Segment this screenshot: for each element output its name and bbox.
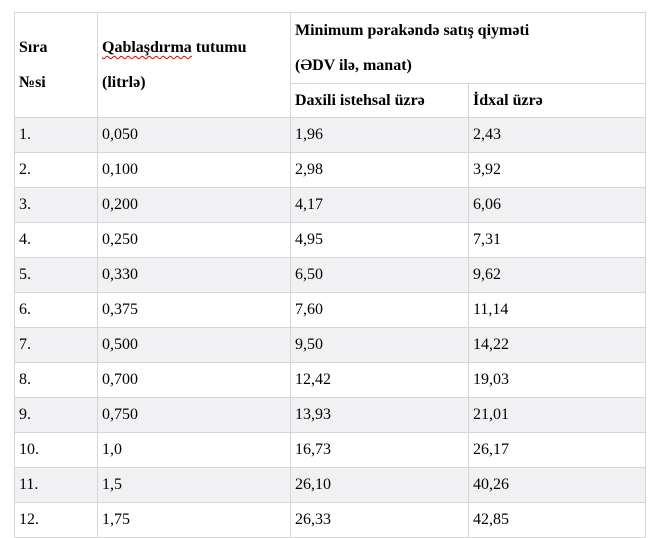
row-number-cell: 7.	[14, 327, 98, 363]
domestic-price-cell: 7,60	[290, 292, 469, 328]
table-row: 12. 1,75 26,33 42,85	[14, 502, 646, 538]
capacity-cell: 0,330	[97, 257, 291, 293]
table-row: 11. 1,5 26,10 40,26	[14, 467, 646, 503]
header-price-group-line2: (ƏDV ilə, manat)	[295, 57, 412, 74]
header-cell-domestic: Daxili istehsal üzrə	[290, 83, 469, 118]
domestic-price-cell: 6,50	[290, 257, 469, 293]
domestic-price-cell: 13,93	[290, 397, 469, 433]
header-cell-import: İdxal üzrə	[468, 83, 646, 118]
import-price-cell: 40,26	[468, 467, 646, 503]
table-row: 10. 1,0 16,73 26,17	[14, 432, 646, 468]
capacity-cell: 0,375	[97, 292, 291, 328]
import-price-cell: 26,17	[468, 432, 646, 468]
import-price-cell: 11,14	[468, 292, 646, 328]
header-row-number-line2: №si	[19, 74, 46, 91]
domestic-price-cell: 4,95	[290, 222, 469, 258]
table-row: 4. 0,250 4,95 7,31	[14, 222, 646, 258]
row-number-cell: 8.	[14, 362, 98, 398]
table-row: 6. 0,375 7,60 11,14	[14, 292, 646, 328]
import-price-cell: 6,06	[468, 187, 646, 223]
capacity-cell: 0,750	[97, 397, 291, 433]
capacity-cell: 0,500	[97, 327, 291, 363]
min-retail-price-table: Sıra №si Qablaşdırma tutumu (litrlə) Min…	[14, 12, 646, 538]
capacity-cell: 0,050	[97, 117, 291, 153]
import-price-cell: 42,85	[468, 502, 646, 538]
row-number-cell: 3.	[14, 187, 98, 223]
capacity-cell: 1,0	[97, 432, 291, 468]
row-number-cell: 2.	[14, 152, 98, 188]
table-row: 8. 0,700 12,42 19,03	[14, 362, 646, 398]
capacity-cell: 0,250	[97, 222, 291, 258]
header-cell-price-group: Minimum pərakəndə satış qiyməti (ƏDV ilə…	[290, 12, 646, 84]
header-capacity-word-misspelled: Qablaşdırma	[102, 39, 192, 56]
import-price-cell: 3,92	[468, 152, 646, 188]
header-row-sub: Daxili istehsal üzrə İdxal üzrə	[15, 83, 646, 118]
import-price-cell: 7,31	[468, 222, 646, 258]
domestic-price-cell: 1,96	[290, 117, 469, 153]
domestic-price-cell: 9,50	[290, 327, 469, 363]
table-row: 1. 0,050 1,96 2,43	[14, 117, 646, 153]
import-price-cell: 14,22	[468, 327, 646, 363]
header-row-number-line1: Sıra	[19, 39, 48, 56]
row-number-cell: 10.	[14, 432, 98, 468]
table-header: Sıra №si Qablaşdırma tutumu (litrlə) Min…	[14, 12, 646, 118]
table-row: 9. 0,750 13,93 21,01	[14, 397, 646, 433]
header-capacity-line2: (litrlə)	[102, 74, 146, 91]
table-row: 7. 0,500 9,50 14,22	[14, 327, 646, 363]
table-row: 2. 0,100 2,98 3,92	[14, 152, 646, 188]
capacity-cell: 1,5	[97, 467, 291, 503]
capacity-cell: 1,75	[97, 502, 291, 538]
domestic-price-cell: 2,98	[290, 152, 469, 188]
header-capacity-word-rest: tutumu	[191, 39, 247, 56]
row-number-cell: 9.	[14, 397, 98, 433]
header-cell-row-number: Sıra №si	[14, 12, 98, 118]
row-number-cell: 11.	[14, 467, 98, 503]
capacity-cell: 0,200	[97, 187, 291, 223]
row-number-cell: 6.	[14, 292, 98, 328]
capacity-cell: 0,700	[97, 362, 291, 398]
header-cell-capacity: Qablaşdırma tutumu (litrlə)	[97, 12, 291, 118]
domestic-price-cell: 26,33	[290, 502, 469, 538]
import-price-cell: 19,03	[468, 362, 646, 398]
domestic-price-cell: 26,10	[290, 467, 469, 503]
header-row-main: Sıra №si Qablaşdırma tutumu (litrlə) Min…	[14, 12, 646, 118]
table-row: 5. 0,330 6,50 9,62	[14, 257, 646, 293]
row-number-cell: 1.	[14, 117, 98, 153]
domestic-price-cell: 4,17	[290, 187, 469, 223]
row-number-cell: 4.	[14, 222, 98, 258]
table-body: 1. 0,050 1,96 2,43 2. 0,100 2,98 3,92 3.…	[14, 117, 646, 538]
header-price-group-line1: Minimum pərakəndə satış qiyməti	[295, 22, 530, 39]
import-price-cell: 9,62	[468, 257, 646, 293]
row-number-cell: 12.	[14, 502, 98, 538]
import-price-cell: 21,01	[468, 397, 646, 433]
table-row: 3. 0,200 4,17 6,06	[14, 187, 646, 223]
domestic-price-cell: 16,73	[290, 432, 469, 468]
import-price-cell: 2,43	[468, 117, 646, 153]
row-number-cell: 5.	[14, 257, 98, 293]
capacity-cell: 0,100	[97, 152, 291, 188]
domestic-price-cell: 12,42	[290, 362, 469, 398]
